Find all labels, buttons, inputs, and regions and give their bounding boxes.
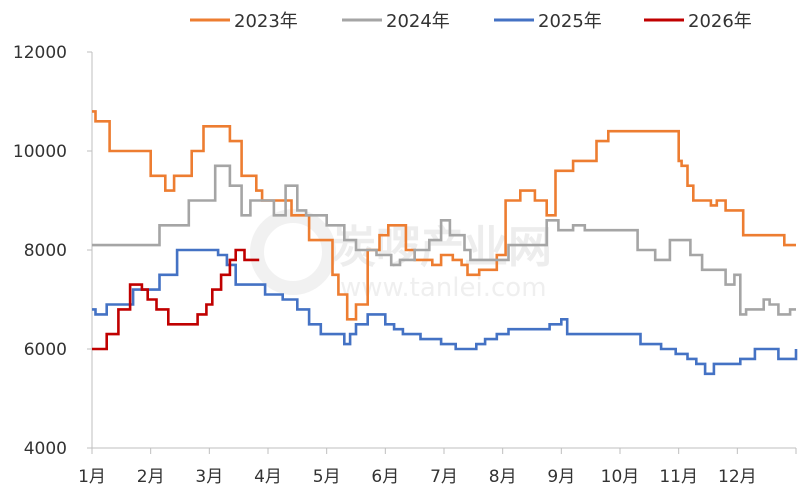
series-line-2: [92, 248, 798, 376]
x-tick-label: 4月: [254, 467, 282, 487]
legend-label-3: 2026年: [688, 11, 752, 32]
x-tick-label: 2月: [137, 467, 165, 487]
y-tick-label: 4000: [24, 439, 67, 459]
x-tick-label: 11月: [659, 467, 698, 487]
y-tick-label: 10000: [13, 142, 67, 162]
y-tick-label: 12000: [13, 43, 67, 63]
series-layer: [92, 110, 798, 376]
legend-label-2: 2025年: [538, 11, 602, 32]
x-tick-label: 7月: [430, 467, 458, 487]
x-tick-label: 1月: [78, 467, 106, 487]
x-tick-label: 9月: [547, 467, 575, 487]
legend-label-1: 2024年: [386, 11, 450, 32]
series-line-3: [92, 248, 260, 351]
x-tick-label: 10月: [601, 467, 640, 487]
x-tick-label: 8月: [489, 467, 517, 487]
y-tick-label: 6000: [24, 340, 67, 360]
x-tick-label: 6月: [371, 467, 399, 487]
legend-label-0: 2023年: [234, 11, 298, 32]
watermark-logo-icon: [250, 209, 336, 295]
watermark-url: www.tanlei.com: [340, 273, 547, 303]
x-tick-label: 12月: [718, 467, 757, 487]
y-tick-label: 8000: [24, 241, 67, 261]
x-tick-label: 3月: [195, 467, 223, 487]
axes: 4000 6000 8000 10000 12000 1月 2月 3月 4月 5月 6月 7月 8月 9月…: [13, 43, 797, 487]
series-line-0: [92, 110, 796, 321]
x-tick-label: 5月: [313, 467, 341, 487]
legend: 2023年 2024年 2025年 2026年: [190, 11, 752, 32]
series-line-1: [92, 164, 796, 316]
